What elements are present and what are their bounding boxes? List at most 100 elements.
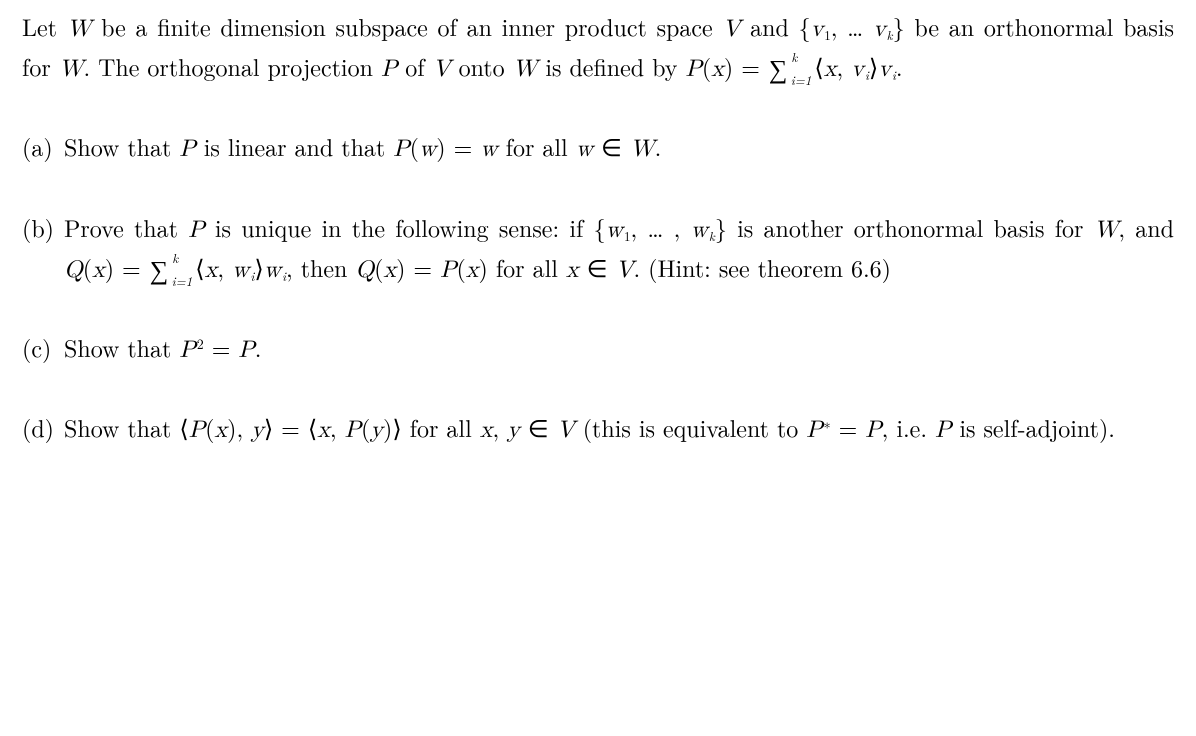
part-label: (d) [22, 409, 64, 449]
var-W: W [67, 17, 92, 41]
text: Let [22, 9, 67, 43]
lparen: ( [410, 129, 419, 163]
var-W: W [513, 57, 538, 81]
var-P: P [440, 258, 456, 282]
eq: = [204, 330, 239, 364]
var-P: P [345, 418, 361, 442]
rparen: ) [724, 49, 733, 83]
text: is another orthonormal basis for [727, 210, 1094, 244]
var-w: w [480, 137, 497, 161]
eq: = [446, 129, 481, 163]
dots: , … , [630, 210, 690, 244]
part-body: Show that P2 = P. [64, 329, 1174, 369]
text: is defined by [537, 49, 685, 83]
var-x: x [466, 258, 479, 282]
var-P: P [806, 418, 822, 442]
var-P: P [685, 57, 701, 81]
eq: = [831, 410, 866, 444]
text: . (Hint: see theorem 6.6) [633, 250, 891, 284]
text: Prove that [64, 210, 188, 244]
var-P: P [935, 418, 951, 442]
lparen: ( [374, 250, 383, 284]
var-w: w [606, 218, 623, 242]
text: is linear and that [196, 129, 394, 163]
var-V: V [433, 57, 451, 81]
angle-l: ⟨ [308, 410, 317, 444]
var-W: W [630, 137, 655, 161]
text: is self-adjoint). [951, 410, 1115, 444]
var-y: y [370, 418, 383, 442]
comma: , [492, 410, 507, 444]
var-W: W [59, 57, 84, 81]
sum-symbol: ∑ki=1 [150, 256, 169, 282]
period: . [655, 129, 662, 163]
sup-star: ∗ [824, 414, 831, 434]
lparen: ( [456, 250, 465, 284]
text: Show that [64, 410, 179, 444]
text: for all [402, 410, 480, 444]
part-label: (a) [22, 128, 64, 168]
text: be a finite dimension subspace of an inn… [91, 9, 722, 43]
var-v: v [878, 57, 891, 81]
var-P: P [179, 137, 195, 161]
rparen: ) [436, 129, 445, 163]
period: . [255, 330, 262, 364]
angle-l: ⟨ [814, 49, 823, 83]
angle-l: ⟨ [195, 250, 204, 284]
var-x: x [317, 418, 330, 442]
intro-paragraph: Let W be a finite dimension subspace of … [22, 8, 1174, 88]
var-x: x [92, 258, 105, 282]
var-Q: Q [64, 258, 83, 282]
var-P: P [189, 418, 205, 442]
sum-lower: i=1 [791, 73, 812, 86]
var-x: x [214, 418, 227, 442]
var-x: x [480, 418, 493, 442]
angle-r: ⟩ [869, 49, 878, 83]
comma: , [236, 410, 251, 444]
sup: 2 [197, 334, 204, 354]
part-c: (c) Show that P2 = P. [22, 329, 1174, 369]
angle-r: ⟩ [392, 410, 401, 444]
eq: = [733, 49, 768, 83]
text: of [397, 49, 432, 83]
var-W: W [1094, 218, 1119, 242]
in: ∈ [593, 129, 630, 163]
dots: , … [831, 9, 873, 43]
text: for all [498, 129, 576, 163]
comma: , [217, 250, 232, 284]
text: and [740, 9, 798, 43]
part-body: Prove that P is unique in the following … [64, 209, 1174, 289]
text: for all [488, 250, 566, 284]
text: , i.e. [882, 410, 935, 444]
part-body: Show that P is linear and that P(w) = w … [64, 128, 1174, 168]
rparen: ) [478, 250, 487, 284]
var-v: v [811, 17, 824, 41]
in: ∈ [579, 250, 616, 284]
rparen: ) [383, 410, 392, 444]
var-w: w [576, 137, 593, 161]
var-P: P [865, 418, 881, 442]
angle-r: ⟩ [254, 250, 263, 284]
var-v: v [873, 17, 886, 41]
text: is unique in the following sense: if [205, 210, 594, 244]
var-y: y [251, 418, 264, 442]
var-P: P [238, 338, 254, 362]
lparen: ( [361, 410, 370, 444]
angle-l: ⟨ [179, 410, 188, 444]
brace: } [715, 210, 727, 244]
text: (this is equivalent to [575, 410, 807, 444]
lparen: ( [83, 250, 92, 284]
eq: = [114, 250, 149, 284]
var-P: P [393, 137, 409, 161]
var-x: x [383, 258, 396, 282]
var-P: P [381, 57, 397, 81]
brace: { [799, 9, 811, 43]
part-label: (c) [22, 329, 64, 369]
var-w: w [264, 258, 281, 282]
var-x: x [824, 57, 837, 81]
text: onto [451, 49, 513, 83]
part-b: (b) Prove that P is unique in the follow… [22, 209, 1174, 289]
var-V: V [615, 258, 633, 282]
part-a: (a) Show that P is linear and that P(w) … [22, 128, 1174, 168]
var-P: P [179, 338, 195, 362]
